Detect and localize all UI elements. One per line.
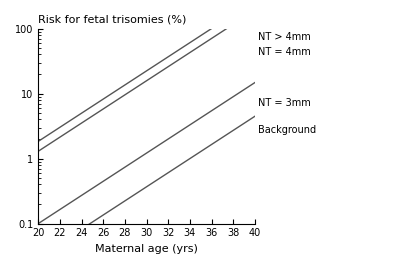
Text: Background: Background: [258, 125, 316, 134]
Text: Risk for fetal trisomies (%): Risk for fetal trisomies (%): [38, 15, 187, 25]
X-axis label: Maternal age (yrs): Maternal age (yrs): [95, 244, 198, 254]
Text: NT > 4mm: NT > 4mm: [258, 32, 311, 42]
Text: NT = 3mm: NT = 3mm: [258, 98, 311, 108]
Text: NT = 4mm: NT = 4mm: [258, 47, 311, 57]
